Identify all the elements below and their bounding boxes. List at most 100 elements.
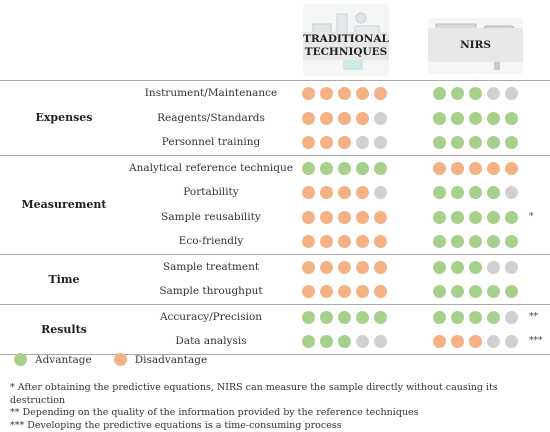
footnote-marker: **: [529, 305, 538, 330]
advantage-dot: [451, 261, 464, 274]
disadvantage-dot: [302, 285, 315, 298]
footnotes: * After obtaining the predictive equatio…: [10, 382, 550, 432]
disadvantage-dot: [302, 211, 315, 224]
footnote-1: * After obtaining the predictive equatio…: [10, 382, 550, 407]
advantage-dot: [451, 211, 464, 224]
disadvantage-dot: [320, 211, 333, 224]
advantage-dot: [469, 186, 482, 199]
advantage-dot: [433, 235, 446, 248]
advantage-dot: [338, 311, 351, 324]
criterion-label: Sample reusability: [128, 205, 294, 230]
disadvantage-dot: [356, 186, 369, 199]
disadvantage-dot: [320, 235, 333, 248]
neutral-dot: [505, 87, 518, 100]
nirs-rating: [433, 285, 518, 298]
disadvantage-dot: [356, 211, 369, 224]
traditional-rating: [302, 112, 387, 125]
neutral-dot: [356, 136, 369, 149]
disadvantage-dot: [338, 261, 351, 274]
table-row: Reagents/Standards: [0, 106, 550, 131]
neutral-dot: [505, 261, 518, 274]
disadvantage-dot: [356, 285, 369, 298]
table-row: Instrument/Maintenance: [0, 81, 550, 106]
disadvantage-dot: [374, 211, 387, 224]
footnote-marker: *: [529, 205, 534, 230]
advantage-dot: [302, 311, 315, 324]
advantage-dot: [320, 162, 333, 175]
disadvantage-dot: [302, 136, 315, 149]
advantage-dot: [374, 162, 387, 175]
advantage-dot: [356, 311, 369, 324]
nirs-rating: [433, 311, 518, 324]
disadvantage-dot: [505, 162, 518, 175]
advantage-dot: [320, 311, 333, 324]
disadvantage-dot: [320, 87, 333, 100]
disadvantage-dot: [469, 335, 482, 348]
advantage-dot: [302, 162, 315, 175]
criterion-label: Eco-friendly: [128, 229, 294, 254]
neutral-dot: [374, 136, 387, 149]
advantage-dot: [505, 285, 518, 298]
advantage-dot: [469, 311, 482, 324]
disadvantage-dot: [338, 136, 351, 149]
neutral-dot: [487, 87, 500, 100]
footnote-3: *** Developing the predictive equations …: [10, 420, 550, 432]
legend-disadvantage-label: Disadvantage: [135, 354, 208, 366]
advantage-dot: [469, 112, 482, 125]
table-row: Data analysis***: [0, 329, 550, 354]
traditional-rating: [302, 211, 387, 224]
advantage-dot: [302, 335, 315, 348]
advantage-dot: [374, 311, 387, 324]
disadvantage-dot: [356, 87, 369, 100]
traditional-techniques-label: TRADITIONAL TECHNIQUES: [303, 32, 389, 60]
disadvantage-dot: [302, 261, 315, 274]
nirs-rating: [433, 235, 518, 248]
advantage-dot: [338, 162, 351, 175]
criterion-label: Analytical reference technique: [128, 156, 294, 181]
disadvantage-swatch: [114, 353, 127, 366]
table-row: Accuracy/Precision**: [0, 305, 550, 330]
table-row: Portability: [0, 180, 550, 205]
disadvantage-dot: [374, 235, 387, 248]
traditional-rating: [302, 285, 387, 298]
disadvantage-dot: [338, 235, 351, 248]
traditional-rating: [302, 87, 387, 100]
nirs-label: NIRS: [428, 28, 523, 62]
disadvantage-dot: [302, 112, 315, 125]
disadvantage-dot: [374, 261, 387, 274]
disadvantage-dot: [320, 285, 333, 298]
advantage-swatch: [14, 353, 27, 366]
neutral-dot: [505, 186, 518, 199]
disadvantage-dot: [356, 112, 369, 125]
advantage-dot: [505, 136, 518, 149]
disadvantage-dot: [374, 87, 387, 100]
criterion-label: Data analysis: [128, 329, 294, 354]
disadvantage-dot: [374, 285, 387, 298]
criterion-label: Personnel training: [128, 130, 294, 155]
disadvantage-dot: [451, 335, 464, 348]
advantage-dot: [433, 311, 446, 324]
footnote-2: ** Depending on the quality of the infor…: [10, 407, 550, 420]
advantage-dot: [451, 285, 464, 298]
advantage-dot: [433, 186, 446, 199]
advantage-dot: [433, 136, 446, 149]
advantage-dot: [433, 261, 446, 274]
table-row: Analytical reference technique: [0, 156, 550, 181]
legend-advantage: Advantage: [14, 353, 92, 366]
advantage-dot: [451, 186, 464, 199]
nirs-rating: [433, 162, 518, 175]
advantage-dot: [320, 335, 333, 348]
criterion-label: Sample treatment: [128, 255, 294, 280]
disadvantage-dot: [320, 261, 333, 274]
nirs-rating: [433, 335, 518, 348]
advantage-dot: [505, 235, 518, 248]
disadvantage-dot: [356, 235, 369, 248]
neutral-dot: [374, 186, 387, 199]
advantage-dot: [487, 136, 500, 149]
disadvantage-dot: [433, 335, 446, 348]
traditional-rating: [302, 186, 387, 199]
traditional-rating: [302, 235, 387, 248]
legend-advantage-label: Advantage: [35, 354, 92, 366]
